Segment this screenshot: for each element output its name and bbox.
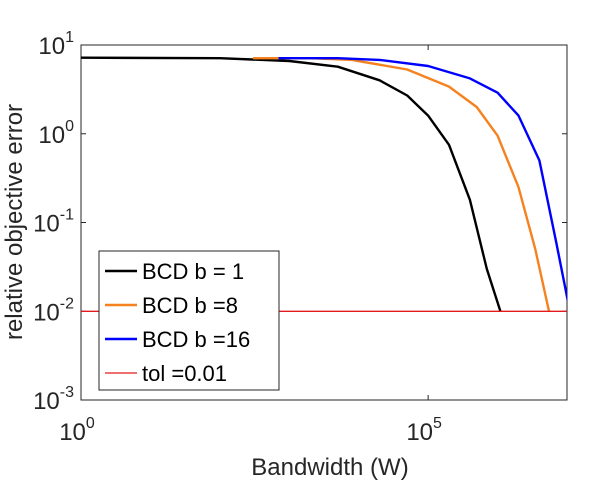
legend: BCD b = 1 BCD b =8 BCD b =16 tol =0.01 — [98, 250, 280, 391]
x-tick-label: 105 — [406, 415, 442, 446]
legend-label: BCD b =16 — [142, 327, 250, 352]
y-tick-label: 10-3 — [33, 384, 74, 415]
axis-ticks — [80, 44, 567, 401]
tick-labels: 100 105 101 100 10-1 10-2 10-3 — [33, 29, 442, 446]
y-axis-label: relative objective error — [1, 104, 28, 340]
series-line-bcd-b-1 — [81, 56, 502, 312]
y-tick-label: 100 — [38, 118, 74, 149]
y-tick-label: 10-1 — [33, 207, 74, 238]
legend-label: BCD b =8 — [142, 293, 238, 318]
legend-label: BCD b = 1 — [142, 259, 244, 284]
x-tick-label: 100 — [59, 415, 95, 446]
y-tick-label: 101 — [38, 29, 74, 60]
series-line-bcd-b-16 — [278, 57, 567, 303]
y-tick-label: 10-2 — [33, 295, 74, 326]
legend-box — [98, 250, 280, 391]
x-axis-label: Bandwidth (W) — [251, 454, 408, 481]
legend-label: tol =0.01 — [142, 361, 227, 386]
